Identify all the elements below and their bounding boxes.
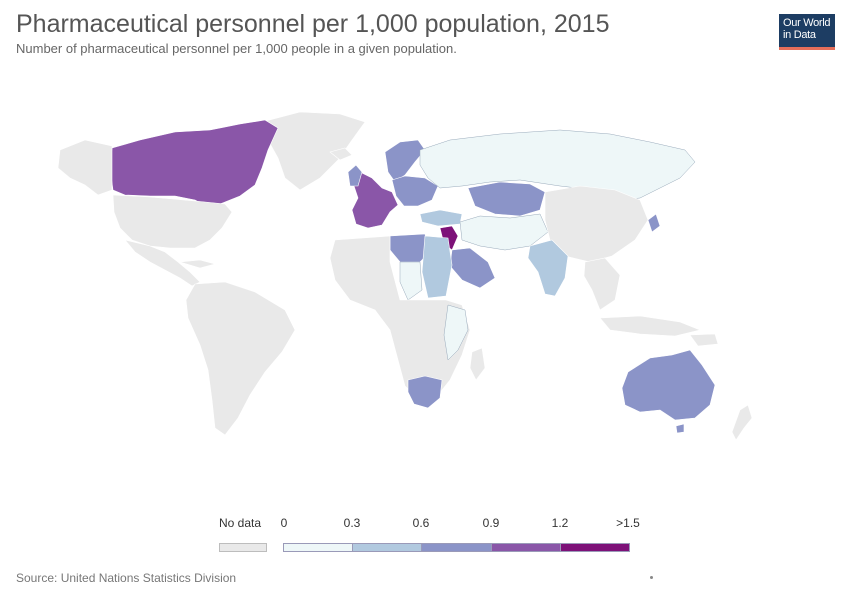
country-madagascar[interactable] <box>469 347 486 381</box>
region-china-mongolia[interactable] <box>544 185 649 263</box>
chart-subtitle: Number of pharmaceutical personnel per 1… <box>16 41 457 56</box>
country-india[interactable] <box>527 239 569 297</box>
logo-line-1: Our World <box>783 17 831 29</box>
legend-bin-4[interactable] <box>560 543 631 552</box>
country-saudi-arabia[interactable] <box>449 247 496 289</box>
region-western-europe[interactable] <box>351 171 399 229</box>
region-south-america[interactable] <box>185 281 296 436</box>
region-central-asia[interactable] <box>459 213 549 251</box>
country-russia[interactable] <box>419 129 696 201</box>
country-new-zealand[interactable] <box>731 404 753 441</box>
legend-bin-3[interactable] <box>491 543 561 552</box>
legend-no-data-swatch <box>219 543 267 552</box>
footer-dot <box>650 576 653 579</box>
region-west-africa[interactable] <box>399 261 423 301</box>
region-southeast-asia[interactable] <box>583 257 621 311</box>
world-map[interactable] <box>0 60 850 500</box>
source-note: Source: United Nations Statistics Divisi… <box>16 571 237 585</box>
country-tasmania[interactable] <box>675 423 685 434</box>
legend-color-bar[interactable] <box>283 543 631 552</box>
legend-bin-1[interactable] <box>353 543 423 552</box>
country-australia[interactable] <box>621 349 716 421</box>
region-egypt-sudan[interactable] <box>421 235 453 299</box>
legend-tick-0: 0 <box>280 516 288 530</box>
country-papua-new-guinea[interactable] <box>689 333 719 347</box>
country-alaska[interactable] <box>57 139 113 196</box>
region-japan-korea[interactable] <box>647 213 661 233</box>
region-indonesia[interactable] <box>599 315 701 337</box>
legend-bin-0[interactable] <box>283 543 354 552</box>
legend-tick-5: >1.5 <box>616 516 640 530</box>
country-usa[interactable] <box>112 194 233 249</box>
logo-accent-bar <box>779 47 835 50</box>
region-africa[interactable] <box>329 235 471 401</box>
legend-bin-2[interactable] <box>422 543 492 552</box>
country-canada[interactable] <box>109 119 279 209</box>
legend-tick-2: 0.6 <box>412 516 430 530</box>
country-kazakhstan[interactable] <box>467 181 546 217</box>
region-central-eastern-europe[interactable] <box>391 175 439 207</box>
owid-logo[interactable]: Our World in Data <box>779 14 835 50</box>
country-south-africa[interactable] <box>407 375 443 409</box>
legend-tick-1: 0.3 <box>343 516 361 530</box>
legend-no-data-label: No data <box>219 516 262 530</box>
country-iceland[interactable] <box>329 147 353 161</box>
region-uk-ireland[interactable] <box>347 164 363 187</box>
region-caribbean[interactable] <box>179 259 217 269</box>
logo-line-2: in Data <box>783 29 816 41</box>
country-greenland[interactable] <box>261 111 366 191</box>
legend-tick-3: 0.9 <box>482 516 500 530</box>
region-scandinavia[interactable] <box>384 139 426 183</box>
region-east-africa[interactable] <box>443 304 469 361</box>
chart-title: Pharmaceutical personnel per 1,000 popul… <box>16 10 610 38</box>
country-turkey[interactable] <box>419 209 463 227</box>
legend-tick-4: 1.2 <box>551 516 569 530</box>
